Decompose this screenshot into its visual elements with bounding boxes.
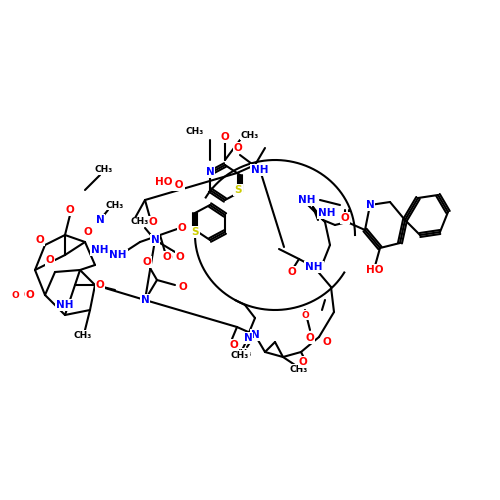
Text: CH₃: CH₃	[95, 166, 113, 174]
Text: O: O	[162, 252, 172, 262]
Text: NH: NH	[109, 250, 127, 260]
Text: S: S	[191, 227, 199, 237]
Text: O: O	[84, 227, 92, 237]
Text: NH: NH	[56, 300, 74, 310]
Text: O: O	[11, 290, 19, 300]
Text: O: O	[96, 280, 104, 290]
Text: NH: NH	[318, 208, 336, 218]
Text: CH₃: CH₃	[234, 348, 252, 358]
Text: S: S	[234, 185, 242, 195]
Text: N: N	[96, 215, 104, 225]
Text: N: N	[366, 200, 374, 210]
Text: O: O	[24, 290, 32, 300]
Text: O: O	[178, 223, 186, 233]
Text: N: N	[250, 330, 260, 340]
Text: NH: NH	[91, 245, 109, 255]
Text: NH: NH	[305, 262, 323, 272]
Text: O: O	[66, 205, 74, 215]
Text: O: O	[178, 282, 188, 292]
Text: O: O	[230, 340, 238, 350]
Text: N: N	[140, 295, 149, 305]
Text: N: N	[150, 235, 160, 245]
Text: O: O	[306, 333, 314, 343]
Text: CH₃: CH₃	[241, 130, 259, 140]
Text: HO: HO	[155, 177, 173, 187]
Text: CH₃: CH₃	[74, 330, 92, 340]
Text: CH₃: CH₃	[186, 128, 204, 136]
Text: O: O	[26, 290, 35, 300]
Text: O: O	[148, 217, 158, 227]
Text: NH: NH	[298, 195, 316, 205]
Text: O: O	[46, 255, 54, 265]
Text: O: O	[288, 267, 296, 277]
Text: O: O	[164, 253, 172, 263]
Text: HO: HO	[366, 265, 384, 275]
Text: O: O	[322, 337, 332, 347]
Text: O: O	[36, 235, 44, 245]
Text: O: O	[220, 132, 230, 142]
Text: O: O	[142, 257, 152, 267]
Text: NH: NH	[252, 165, 269, 175]
Text: O: O	[301, 310, 309, 320]
Text: CH₃: CH₃	[290, 364, 308, 374]
Text: CH₃: CH₃	[231, 350, 249, 360]
Text: O: O	[176, 252, 184, 262]
Text: O: O	[234, 143, 242, 153]
Text: CH₃: CH₃	[131, 218, 149, 226]
Text: N: N	[206, 167, 214, 177]
Text: HO: HO	[166, 180, 184, 190]
Text: O: O	[340, 213, 349, 223]
Text: N: N	[244, 333, 252, 343]
Text: O: O	[298, 357, 308, 367]
Text: CH₃: CH₃	[106, 200, 124, 209]
